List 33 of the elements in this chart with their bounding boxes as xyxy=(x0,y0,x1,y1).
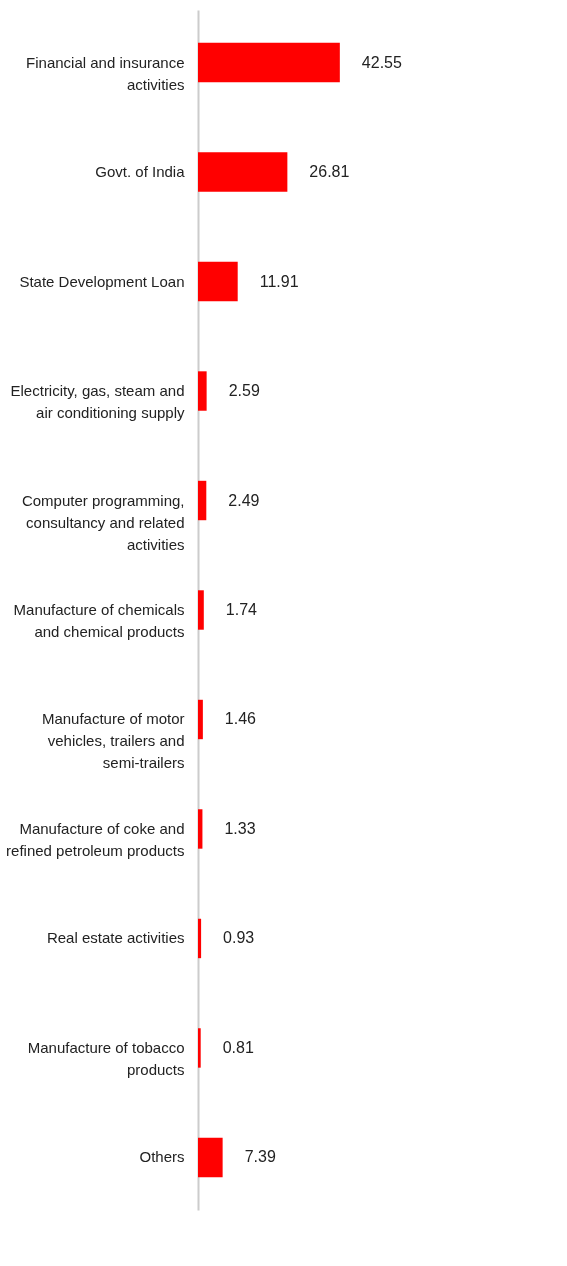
y-tick-label: Electricity, gas, steam and air conditioning supply xyxy=(10,382,185,422)
bar xyxy=(198,261,238,302)
data-label: 0.93 xyxy=(223,929,255,947)
data-label: 7.39 xyxy=(244,1148,276,1166)
y-tick-label: Govt. of India xyxy=(95,163,186,181)
data-label: 42.55 xyxy=(361,53,402,71)
y-tick-label: Computer programming, consultancy and related activities xyxy=(21,491,185,553)
y-tick-label: Manufacture of chemicals and chemical products xyxy=(13,601,185,640)
bar xyxy=(198,809,203,849)
data-label: 11.91 xyxy=(259,272,299,290)
y-tick-label: Manufacture of coke and refined petroleum products xyxy=(6,819,185,859)
data-label: 1.74 xyxy=(225,601,258,618)
y-tick-label: Real estate activities xyxy=(46,929,185,947)
bar xyxy=(198,1137,223,1178)
bar xyxy=(198,918,202,959)
y-tick-label: Manufacture of motor vehicles, trailers and semi-trailers xyxy=(41,710,185,772)
bar xyxy=(198,152,288,192)
bar xyxy=(198,699,203,740)
data-label: 1.33 xyxy=(224,819,256,837)
bar xyxy=(198,590,204,630)
data-label: 26.81 xyxy=(309,163,350,181)
data-label: 2.59 xyxy=(228,382,260,400)
data-label: 0.81 xyxy=(222,1038,254,1056)
bar xyxy=(198,371,207,411)
y-tick-label: State Development Loan xyxy=(19,272,185,290)
bar xyxy=(198,480,207,521)
data-label: 1.46 xyxy=(224,710,257,728)
bar xyxy=(198,42,340,83)
bar xyxy=(198,1028,201,1068)
y-tick-label: Others xyxy=(139,1148,185,1166)
data-label: 2.49 xyxy=(228,491,260,509)
y-tick-label: Manufacture of tobacco products xyxy=(27,1038,185,1078)
y-tick-label: Financial and insurance activities xyxy=(26,53,185,93)
